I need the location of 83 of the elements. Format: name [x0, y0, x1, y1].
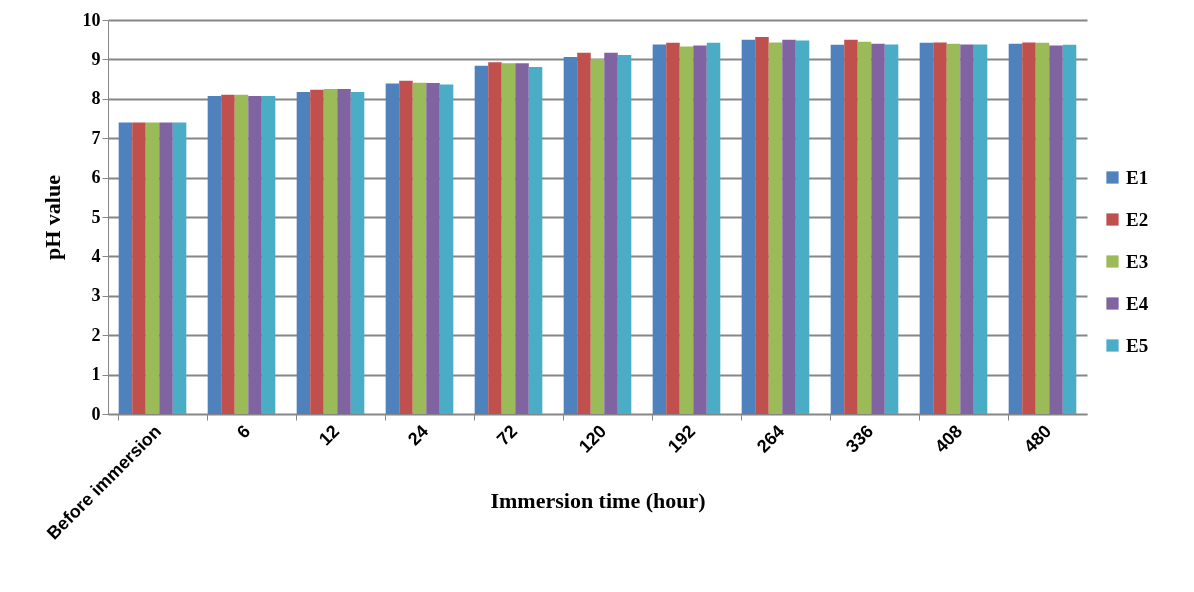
bar: [221, 94, 235, 414]
y-tick-label: 8: [91, 88, 101, 109]
x-tick-label: 24: [403, 421, 433, 450]
legend-label: E4: [1126, 292, 1149, 314]
legend-label: E2: [1126, 208, 1149, 230]
bar: [385, 83, 400, 414]
bar: [741, 39, 756, 414]
bar: [261, 96, 276, 414]
bar: [577, 52, 591, 414]
bar: [871, 43, 885, 414]
legend-label: E5: [1126, 334, 1149, 356]
bar: [652, 44, 667, 414]
bar: [337, 88, 351, 414]
bar: [310, 89, 324, 414]
bar: [296, 92, 311, 414]
y-tick-label: 0: [91, 403, 101, 424]
bar: [488, 62, 502, 414]
bar: [1022, 42, 1036, 414]
y-tick-label: 7: [91, 127, 101, 148]
bar: [590, 59, 605, 414]
x-tick-label: 264: [752, 421, 789, 457]
bar: [399, 80, 413, 414]
bar: [782, 39, 796, 414]
bar: [323, 88, 338, 414]
bar: [830, 44, 845, 414]
bar: [706, 42, 721, 414]
bar: [248, 96, 262, 414]
y-tick-label: 4: [91, 245, 101, 266]
y-tick-label: 1: [91, 364, 101, 385]
bar: [795, 40, 810, 414]
bar: [919, 42, 934, 414]
x-tick-label: 6: [233, 421, 255, 443]
y-axis-title: pH value: [39, 174, 65, 260]
bar: [1049, 45, 1063, 414]
x-tick-label: 120: [574, 421, 611, 457]
bar: [207, 96, 222, 414]
bar: [412, 82, 427, 414]
x-tick-label: 480: [1019, 421, 1056, 457]
bar: [426, 83, 440, 414]
bar: [159, 122, 173, 414]
bar: [768, 42, 783, 414]
bar: [755, 36, 769, 414]
legend-label: E3: [1126, 250, 1149, 272]
bar: [439, 84, 454, 414]
bar: [145, 122, 160, 414]
bar: [679, 46, 694, 414]
bar: [973, 44, 988, 414]
bar: [844, 39, 858, 414]
y-tick-label: 2: [91, 324, 101, 345]
bar: [501, 63, 516, 414]
y-tick-label: 6: [91, 167, 101, 188]
bar: [515, 63, 529, 414]
bar: [563, 57, 578, 414]
bar: [474, 65, 489, 414]
bar: [946, 43, 961, 414]
bar: [857, 41, 872, 414]
x-tick-label: 12: [314, 421, 344, 450]
bar: [604, 52, 618, 414]
legend-label: E1: [1126, 166, 1149, 188]
bar: [350, 92, 365, 414]
bar: [933, 42, 947, 414]
bar: [172, 122, 187, 414]
bar: [118, 122, 133, 414]
bar: [234, 94, 249, 414]
bar: [1035, 42, 1050, 414]
x-tick-label: 192: [663, 421, 700, 457]
bar: [528, 66, 543, 414]
y-tick-label: 9: [91, 48, 101, 69]
x-tick-label: 408: [930, 421, 967, 457]
bar: [960, 44, 974, 414]
bar: [1008, 43, 1023, 414]
y-tick-label: 3: [91, 285, 101, 306]
y-tick-label: 10: [82, 9, 101, 30]
bar: [666, 42, 680, 414]
x-tick-label: 336: [841, 421, 878, 457]
y-tick-label: 5: [91, 206, 101, 227]
bar: [1062, 44, 1077, 414]
x-tick-label: 72: [492, 421, 522, 450]
bar: [884, 44, 899, 414]
x-axis-title: Immersion time (hour): [490, 488, 706, 514]
bar: [693, 45, 707, 414]
bar: [617, 55, 632, 414]
bar: [132, 122, 146, 414]
